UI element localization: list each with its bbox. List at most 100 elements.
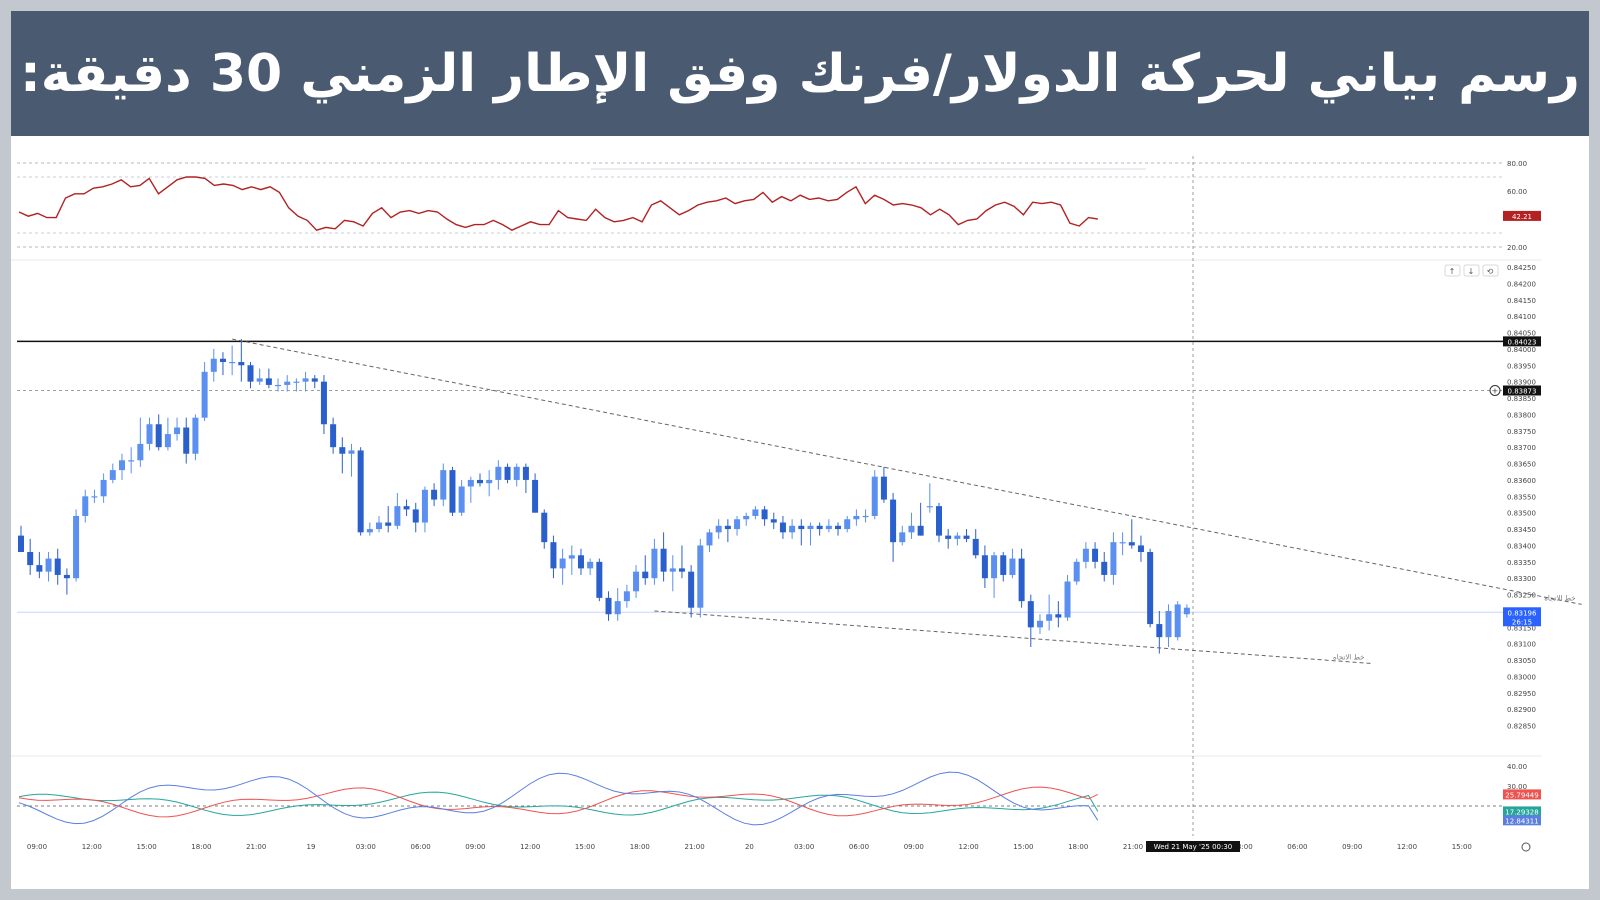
candle-body-bull <box>1119 542 1126 544</box>
candle-body-bear <box>339 447 346 454</box>
lower-trendline <box>654 610 1371 664</box>
arrow-down-icon: ↓ <box>1468 267 1475 276</box>
price-tick-label: 0.84250 <box>1507 264 1536 272</box>
candle-body-bull <box>201 371 208 418</box>
price-tick-label: 0.83400 <box>1507 542 1536 550</box>
price-tick-label: 0.82850 <box>1507 723 1536 731</box>
candle-body-bull <box>82 496 89 516</box>
candle-body-bull <box>789 525 796 533</box>
candle-body-bear <box>238 362 245 366</box>
time-tick-label: 19 <box>307 843 316 851</box>
screenshot-frame: رسم بياني لحركة الدولار/فرنك وفق الإطار … <box>11 11 1589 889</box>
candle-body-bear <box>330 424 337 448</box>
candle-body-bull <box>174 427 181 435</box>
time-tick-label: 09:00 <box>904 843 924 851</box>
candle-body-bear <box>1137 545 1144 552</box>
price-countdown-label: 26:15 <box>1512 618 1532 626</box>
candle-body-bull <box>1110 542 1117 575</box>
candle-body-bear <box>265 378 272 385</box>
candle-body-bull <box>743 515 750 520</box>
time-tick-label: 09:00 <box>1342 843 1362 851</box>
candle-body-bear <box>880 476 887 500</box>
candle-body-bull <box>284 381 291 385</box>
price-tick-label: 0.83150 <box>1507 624 1536 632</box>
candle-body-bear <box>311 378 318 382</box>
candle-body-bear <box>605 597 612 615</box>
chart-title: رسم بياني لحركة الدولار/فرنك وفق الإطار … <box>20 43 1580 104</box>
price-tick-label: 0.83000 <box>1507 673 1536 681</box>
candle-body-bull <box>376 522 383 530</box>
arrow-up-icon: ↑ <box>1449 267 1456 276</box>
price-tick-label: 0.83500 <box>1507 510 1536 518</box>
candle-body-bull <box>1064 581 1071 618</box>
candle-body-bull <box>871 476 878 516</box>
candle-body-bull <box>495 466 502 480</box>
candle-body-bear <box>1000 555 1007 575</box>
candle-body-bull <box>623 591 630 602</box>
candle-body-bull <box>394 506 401 526</box>
usdchf-chart: 80.00 60.00 20.00 42.21 0.84250 0.84200 0.8415… <box>11 156 1582 852</box>
time-tick-label: 15:00 <box>1452 843 1472 851</box>
rsi-tick-label: 60.00 <box>1507 188 1527 196</box>
candle-body-bull <box>275 384 282 387</box>
resistance-price-label: 0.84023 <box>1508 338 1537 346</box>
candle-body-bear <box>403 506 410 510</box>
candle-body-bull <box>1165 610 1172 638</box>
candle-body-bull <box>862 515 869 518</box>
candle-body-bull <box>587 561 594 569</box>
price-tick-label: 0.83900 <box>1507 379 1536 387</box>
candle-body-bull <box>348 450 355 454</box>
title-banner: رسم بياني لحركة الدولار/فرنك وفق الإطار … <box>11 11 1589 136</box>
rsi-value-badge <box>1503 210 1541 221</box>
price-tick-label: 0.84200 <box>1507 280 1536 288</box>
candle-body-bull <box>256 378 263 382</box>
candle-body-bull <box>1073 561 1080 582</box>
time-tick-label: 09:00 <box>27 843 47 851</box>
time-tick-label: 15:00 <box>137 843 157 851</box>
rsi-value-label: 42.21 <box>1512 213 1532 221</box>
candle-body-bull <box>734 519 741 530</box>
adx-badge <box>1503 815 1541 826</box>
candle-body-bull <box>706 532 713 546</box>
time-tick-label: 06:00 <box>411 843 431 851</box>
lower-trendline-label: خط الاتجاه <box>1333 653 1364 661</box>
candle-body-bull <box>899 532 906 543</box>
candle-body-bear <box>835 525 842 530</box>
price-tick-label: 0.83300 <box>1507 575 1536 583</box>
add-alert-plus: + <box>1492 387 1499 396</box>
candle-body-bear <box>660 548 667 572</box>
price-tick-label: 0.83750 <box>1507 428 1536 436</box>
candle-body-bear <box>550 542 557 569</box>
candle-body-bull <box>825 525 832 530</box>
candle-body-bull <box>192 417 199 454</box>
candle-body-bull <box>1009 558 1016 575</box>
candle-body-bear <box>532 479 539 513</box>
candle-body-bull <box>715 525 722 533</box>
candle-body-bear <box>724 525 731 530</box>
time-tick-label: 03:00 <box>794 843 814 851</box>
reset-scale-icon: ⟲ <box>1487 267 1494 276</box>
crosshair-time-label: Wed 21 May '25 00:30 <box>1154 843 1233 851</box>
candle-body-bull <box>1046 614 1053 621</box>
candle-body-bear <box>798 525 805 530</box>
candle-body-bear <box>27 552 34 566</box>
plus-di-line <box>18 791 1099 816</box>
candle-body-bull <box>100 479 107 497</box>
candle-body-bull <box>807 525 814 530</box>
add-alert-icon <box>1489 385 1501 396</box>
time-tick-label: 12:00 <box>959 843 979 851</box>
crosshair-price-label: 0.83873 <box>1508 388 1537 396</box>
time-tick-label: 12:00 <box>1397 843 1417 851</box>
candle-body-bear <box>1018 558 1025 602</box>
price-tick-label: 0.83250 <box>1507 592 1536 600</box>
adx-line <box>18 771 1099 826</box>
price-tick-label: 0.83850 <box>1507 395 1536 403</box>
adx-badge-label: 12.84311 <box>1505 817 1538 825</box>
price-tick-label: 0.83700 <box>1507 444 1536 452</box>
candle-body-bear <box>770 519 777 523</box>
candle-body-bull <box>486 479 493 484</box>
price-tick-label: 0.84000 <box>1507 346 1536 354</box>
price-tick-label: 0.83800 <box>1507 411 1536 419</box>
candle-body-bull <box>853 515 860 520</box>
candle-body-bull <box>752 509 759 516</box>
